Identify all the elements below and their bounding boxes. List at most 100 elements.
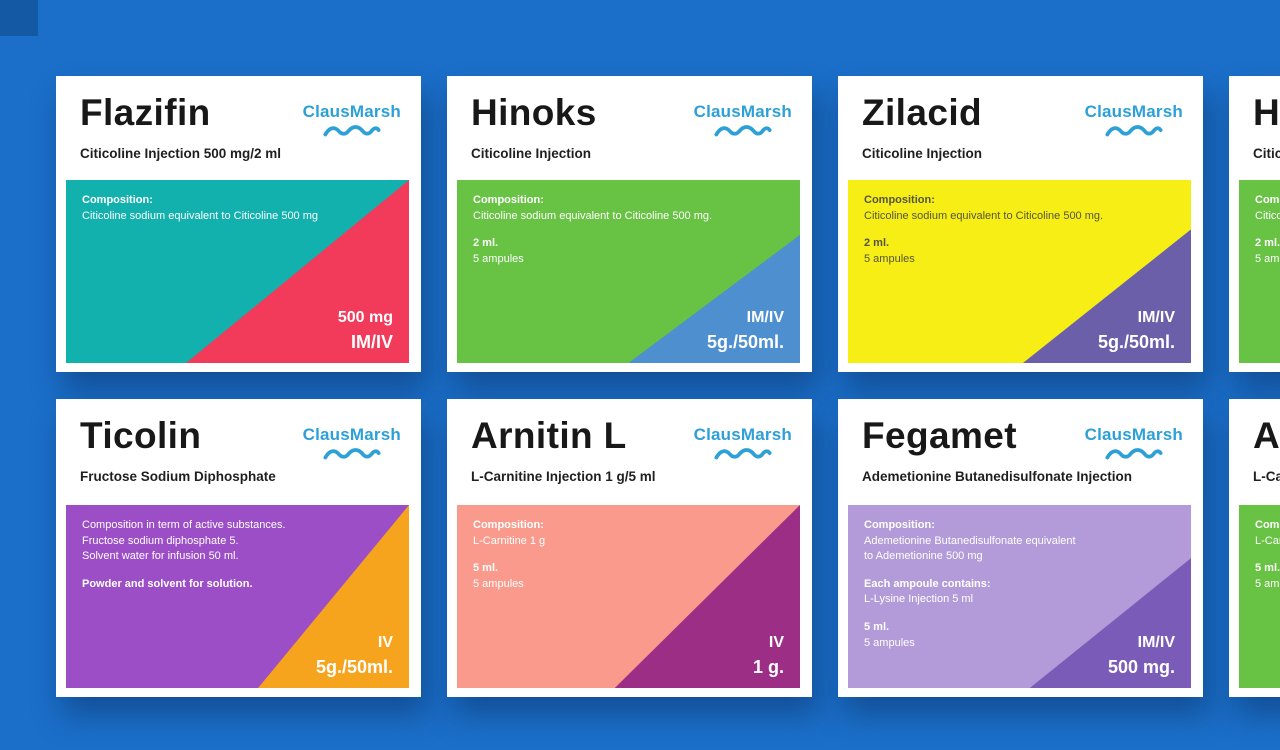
dose-info: IV 1 g. bbox=[753, 634, 784, 678]
clausmarsh-wave-icon bbox=[1105, 125, 1163, 137]
composition-line: Fructose sodium diphosphate 5. bbox=[82, 534, 239, 547]
dose-info: 500 mg IM/IV bbox=[338, 309, 393, 353]
composition-line: Powder and solvent for solution. bbox=[82, 577, 253, 590]
composition-line: Composition in term of active substances… bbox=[82, 519, 286, 531]
label-panel: Composition: Citicoline sodium equivalen… bbox=[66, 180, 409, 363]
dose-line-1: IM/IV bbox=[1137, 634, 1175, 651]
product-title: Ticolin bbox=[80, 415, 202, 456]
dose-line-2: IM/IV bbox=[350, 332, 393, 352]
product-card-hinoks: Hinoks ClausMarsh Citicoline Injection C… bbox=[447, 76, 812, 372]
clausmarsh-wave-icon bbox=[714, 448, 772, 460]
product-subtitle: Fructose Sodium Diphosphate bbox=[80, 469, 276, 484]
dose-line-2: 500 mg. bbox=[1107, 657, 1175, 677]
dose-line-1: IV bbox=[377, 634, 393, 651]
composition-line: Citicoline sodium equivalent to Citicoli… bbox=[1255, 209, 1280, 222]
brand-logo: ClausMarsh bbox=[303, 94, 401, 139]
composition-block: Composition: Ademetionine Butanedisulfon… bbox=[848, 505, 1191, 651]
brand-logo: ClausMarsh bbox=[303, 417, 401, 462]
product-card-arnitin-partial: Arnitin L ClausMarsh L-Carnitine Injecti… bbox=[1229, 399, 1280, 697]
card-header: Hinoks ClausMarsh bbox=[1229, 76, 1280, 139]
card-header: Ticolin ClausMarsh bbox=[56, 399, 421, 462]
composition-block: Composition: Citicoline sodium equivalen… bbox=[457, 180, 800, 267]
product-card-hinoks-partial: Hinoks ClausMarsh Citicoline Injection C… bbox=[1229, 76, 1280, 372]
composition-block: Composition: L-Carnitine 1 g 5 ml. 5 amp… bbox=[1239, 505, 1280, 592]
quantity-line: 5 ml. bbox=[1255, 562, 1280, 575]
product-subtitle: Citicoline Injection bbox=[1253, 146, 1280, 161]
dose-line-2: 5g./50ml. bbox=[1097, 332, 1175, 352]
product-subtitle: Citicoline Injection 500 mg/2 ml bbox=[80, 146, 282, 161]
product-card-fegamet: Fegamet ClausMarsh Ademetionine Butanedi… bbox=[838, 399, 1203, 697]
dose-line-2: 5g./50ml. bbox=[315, 657, 393, 677]
brand-name: ClausMarsh bbox=[1084, 425, 1183, 444]
brand-name: ClausMarsh bbox=[302, 425, 401, 444]
corner-decoration bbox=[0, 0, 38, 36]
label-row-1: Flazifin ClausMarsh Citicoline Injection… bbox=[56, 76, 1280, 372]
product-subtitle: Ademetionine Butanedisulfonate Injection bbox=[862, 469, 1133, 484]
composition-block: Composition in term of active substances… bbox=[66, 505, 409, 592]
composition-line: Citicoline sodium equivalent to Citicoli… bbox=[473, 209, 713, 222]
clausmarsh-wave-icon bbox=[1105, 448, 1163, 460]
product-title: Arnitin L bbox=[471, 415, 627, 456]
ampoule-heading: Each ampoule contains: bbox=[864, 577, 991, 590]
label-panel: Composition: Citicoline sodium equivalen… bbox=[1239, 180, 1280, 363]
card-header: Zilacid ClausMarsh bbox=[838, 76, 1203, 139]
label-panel: Composition: L-Carnitine 1 g 5 ml. 5 amp… bbox=[1239, 505, 1280, 688]
brand-logo: ClausMarsh bbox=[1085, 417, 1183, 462]
ampules-line: 5 ampules bbox=[1255, 252, 1280, 265]
composition-heading: Composition: bbox=[1255, 519, 1280, 531]
product-title: Hinoks bbox=[1253, 92, 1280, 133]
dose-line-1: IM/IV bbox=[746, 309, 784, 326]
card-header: Flazifin ClausMarsh bbox=[56, 76, 421, 139]
product-title: Arnitin L bbox=[1253, 415, 1280, 456]
dose-info: IM/IV 5g./50ml. bbox=[1098, 309, 1175, 353]
brand-name: ClausMarsh bbox=[693, 425, 792, 444]
clausmarsh-wave-icon bbox=[323, 125, 381, 137]
brand-name: ClausMarsh bbox=[1084, 102, 1183, 121]
composition-block: Composition: L-Carnitine 1 g 5 ml. 5 amp… bbox=[457, 505, 800, 592]
composition-heading: Composition: bbox=[473, 194, 544, 206]
product-title: Hinoks bbox=[471, 92, 597, 133]
composition-line: Ademetionine Butanedisulfonate equivalen… bbox=[864, 534, 1076, 547]
quantity-line: 5 ml. bbox=[473, 562, 499, 575]
composition-heading: Composition: bbox=[82, 194, 153, 206]
product-subtitle: Citicoline Injection bbox=[471, 146, 592, 161]
composition-block: Composition: Citicoline sodium equivalen… bbox=[66, 180, 409, 224]
brand-logo: ClausMarsh bbox=[1085, 94, 1183, 139]
product-subtitle: L-Carnitine Injection 1 g/5 ml bbox=[471, 469, 656, 484]
product-card-zilacid: Zilacid ClausMarsh Citicoline Injection … bbox=[838, 76, 1203, 372]
composition-heading: Composition: bbox=[473, 519, 544, 531]
card-header: Fegamet ClausMarsh bbox=[838, 399, 1203, 462]
product-subtitle: Citicoline Injection bbox=[862, 146, 983, 161]
composition-line: L-Lysine Injection 5 ml bbox=[864, 593, 974, 606]
composition-line: L-Carnitine 1 g bbox=[1255, 534, 1280, 547]
quantity-line: 2 ml. bbox=[473, 237, 499, 250]
composition-line: to Ademetionine 500 mg bbox=[864, 550, 983, 563]
clausmarsh-wave-icon bbox=[714, 125, 772, 137]
product-card-ticolin: Ticolin ClausMarsh Fructose Sodium Dipho… bbox=[56, 399, 421, 697]
ampules-line: 5 ampules bbox=[864, 252, 915, 265]
dose-info: IM/IV 5g./50ml. bbox=[707, 309, 784, 353]
ampules-line: 5 ampules bbox=[473, 252, 524, 265]
dose-line-2: 1 g. bbox=[752, 657, 784, 677]
dose-line-2: 5g./50ml. bbox=[706, 332, 784, 352]
composition-line: Citicoline sodium equivalent to Citicoli… bbox=[82, 209, 319, 222]
card-header: Arnitin L ClausMarsh bbox=[447, 399, 812, 462]
dose-line-1: 500 mg bbox=[337, 309, 393, 326]
label-panel: Composition: Citicoline sodium equivalen… bbox=[848, 180, 1191, 363]
composition-line: Citicoline sodium equivalent to Citicoli… bbox=[864, 209, 1104, 222]
product-subtitle: L-Carnitine Injection 1 g/5 ml bbox=[1253, 469, 1280, 484]
product-card-flazifin: Flazifin ClausMarsh Citicoline Injection… bbox=[56, 76, 421, 372]
quantity-line: 2 ml. bbox=[864, 237, 890, 250]
card-header: Hinoks ClausMarsh bbox=[447, 76, 812, 139]
ampules-line: 5 ampules bbox=[864, 636, 915, 649]
label-panel: Composition: L-Carnitine 1 g 5 ml. 5 amp… bbox=[457, 505, 800, 688]
label-panel: Composition in term of active substances… bbox=[66, 505, 409, 688]
product-title: Fegamet bbox=[862, 415, 1017, 456]
quantity-line: 5 ml. bbox=[864, 621, 890, 634]
composition-line: L-Carnitine 1 g bbox=[473, 534, 546, 547]
label-grid: Flazifin ClausMarsh Citicoline Injection… bbox=[56, 76, 1280, 724]
composition-heading: Composition: bbox=[864, 194, 935, 206]
product-title: Flazifin bbox=[80, 92, 211, 133]
ampules-line: 5 ampules bbox=[1255, 577, 1280, 590]
